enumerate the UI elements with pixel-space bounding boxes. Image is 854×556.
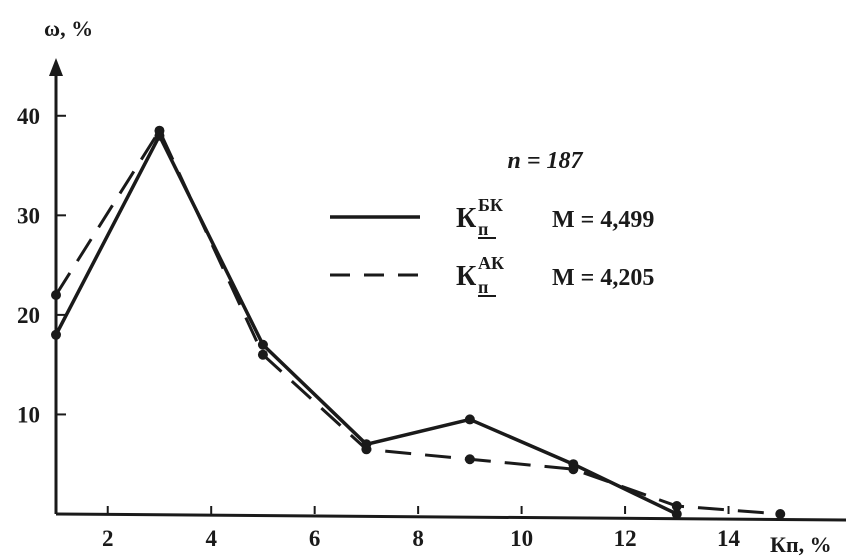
series-line: [54, 133, 678, 516]
x-axis-title: Кп, %: [770, 532, 832, 556]
data-point: [257, 339, 268, 350]
data-point: [154, 125, 165, 136]
data-point: [51, 329, 61, 340]
legend-symbol: К: [456, 203, 477, 234]
series-line: [54, 129, 781, 516]
data-point: [775, 509, 786, 519]
legend-subscript: п: [478, 277, 488, 297]
x-tick-label: 6: [309, 526, 321, 551]
y-axis-title: ω, %: [44, 16, 93, 41]
series-layer: [51, 125, 786, 519]
data-point: [257, 349, 268, 360]
y-tick-label: 30: [17, 203, 40, 228]
data-point: [464, 454, 475, 465]
data-point: [464, 414, 475, 425]
x-axis-ticks: 2 4 6 8 10 12 14: [102, 506, 741, 551]
legend-entry: К АК п M = 4,205: [330, 253, 654, 297]
series-bk: [51, 130, 682, 519]
x-tick-label: 2: [102, 526, 114, 551]
y-tick-label: 10: [17, 402, 40, 427]
data-point: [51, 289, 61, 300]
y-tick-label: 40: [17, 104, 40, 129]
series-ak: [51, 125, 786, 519]
x-tick-label: 10: [510, 526, 533, 551]
x-tick-label: 8: [412, 526, 424, 551]
x-tick-label: 4: [205, 526, 217, 551]
data-point: [671, 501, 682, 512]
y-tick-label: 20: [17, 303, 40, 328]
y-axis-arrow-icon: [49, 58, 63, 76]
x-tick-label: 14: [717, 526, 741, 551]
legend-superscript: БК: [478, 195, 503, 215]
x-tick-label: 12: [614, 526, 637, 551]
legend-subscript: п: [478, 219, 488, 239]
data-point: [568, 464, 579, 475]
y-axis-ticks: 10 20 30 40: [17, 104, 66, 427]
x-axis: [55, 512, 847, 522]
legend-superscript: АК: [478, 253, 504, 273]
legend-symbol: К: [456, 261, 477, 292]
sample-size-annotation: n = 187: [507, 148, 583, 174]
data-point: [361, 444, 372, 455]
data-point: [671, 509, 682, 519]
legend-entry: К БК п M = 4,499: [330, 195, 654, 239]
legend-mean-label: M = 4,499: [552, 207, 654, 233]
legend-mean-label: M = 4,205: [552, 265, 654, 291]
